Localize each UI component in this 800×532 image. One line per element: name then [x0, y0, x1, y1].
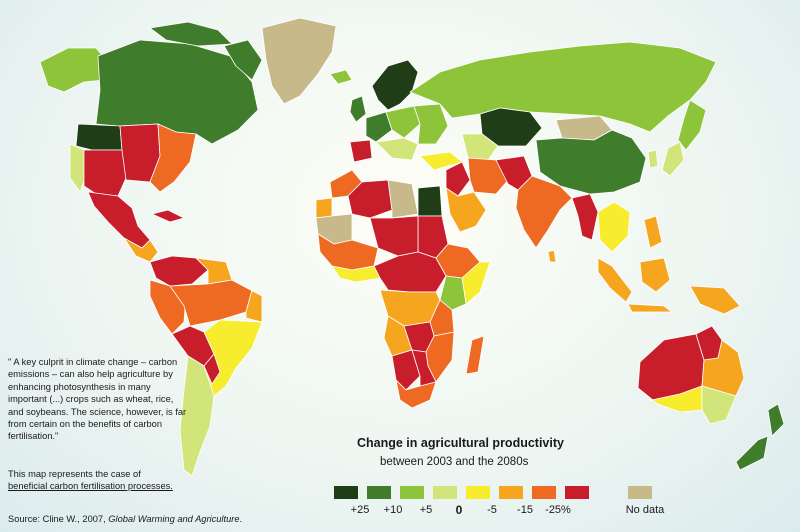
- region-chile-argentina: [179, 355, 215, 477]
- source-title: Global Warming and Agriculture: [108, 514, 240, 524]
- region-central-asia: [461, 133, 499, 161]
- legend-swatch-7: [532, 486, 556, 499]
- region-indochina: [597, 201, 631, 253]
- region-namibia: [391, 349, 421, 391]
- legend-swatch-6: [499, 486, 523, 499]
- legend-swatch-nodata: [628, 486, 652, 499]
- region-sumatra: [597, 257, 633, 303]
- region-myanmar: [571, 193, 599, 241]
- region-west-sahara: [315, 197, 333, 219]
- region-middle-east: [445, 161, 471, 197]
- region-greenland: [261, 17, 337, 105]
- case-note-line2: beneficial carbon fertilisation processe…: [8, 481, 173, 492]
- region-japan: [661, 141, 685, 177]
- region-scandinavia: [371, 59, 419, 111]
- legend-label-plus10: +10: [383, 504, 403, 516]
- region-australia-southeast: [701, 385, 737, 425]
- case-note-line1: This map represents the case of: [8, 469, 141, 479]
- region-mexico: [87, 191, 151, 249]
- region-iceland: [329, 69, 353, 85]
- region-us-northwest: [75, 123, 123, 151]
- region-new-zealand-south: [735, 435, 769, 471]
- region-alaska: [39, 47, 109, 93]
- region-central-europe: [385, 105, 421, 139]
- legend-swatch-5: [466, 486, 490, 499]
- legend-label-nodata: No data: [625, 504, 665, 516]
- region-libya: [387, 179, 419, 219]
- region-madagascar: [465, 335, 485, 375]
- legend-label-plus5: +5: [419, 504, 433, 516]
- region-iberia: [349, 139, 373, 163]
- region-uk: [349, 95, 367, 123]
- legend-title: Change in agricultural productivity: [357, 436, 564, 450]
- climate-note: " A key culprit in climate change – carb…: [8, 357, 187, 442]
- source-prefix: Source: Cline W., 2007,: [8, 514, 109, 524]
- region-us-west-coast: [69, 143, 87, 193]
- region-sri-lanka: [547, 249, 557, 263]
- case-note: This map represents the case of benefici…: [8, 468, 188, 493]
- region-caribbean: [151, 209, 185, 223]
- region-us-southwest: [83, 149, 127, 197]
- region-southern-europe: [375, 137, 419, 161]
- region-new-guinea: [689, 285, 741, 315]
- legend-label-plus25: +25: [350, 504, 370, 516]
- legend-label-minus15: -15: [517, 504, 533, 516]
- region-russia: [409, 41, 717, 133]
- region-borneo: [639, 257, 671, 293]
- region-central-africa: [373, 251, 447, 293]
- legend-swatch-2: [367, 486, 391, 499]
- region-south-africa: [395, 379, 437, 409]
- region-western-europe: [365, 111, 393, 143]
- region-canada: [95, 39, 259, 145]
- region-java: [627, 303, 673, 313]
- legend-swatch-8: [565, 486, 589, 499]
- region-egypt: [417, 185, 443, 217]
- region-us-east: [149, 123, 197, 193]
- legend-label-zero: 0: [455, 503, 463, 517]
- region-new-zealand: [767, 403, 785, 437]
- legend-label-minus25: -25%: [545, 504, 571, 516]
- region-paraguay: [203, 353, 221, 385]
- region-brazil-east: [231, 279, 263, 323]
- legend-swatch-4: [433, 486, 457, 499]
- legend-subtitle: between 2003 and the 2080s: [380, 456, 529, 468]
- legend-swatch-3: [400, 486, 424, 499]
- source-suffix: .: [239, 514, 243, 524]
- region-india: [515, 175, 573, 249]
- region-russia-far-east: [677, 99, 707, 151]
- region-arabia: [445, 187, 487, 233]
- source-citation: Source: Cline W., 2007, Global Warming a…: [8, 514, 242, 524]
- region-china: [535, 129, 647, 195]
- region-baffin: [223, 39, 263, 81]
- region-colombia-venezuela: [149, 255, 209, 287]
- region-kenya: [439, 275, 467, 311]
- region-korea: [647, 149, 659, 169]
- legend-swatch-1: [334, 486, 358, 499]
- region-central-america: [123, 237, 159, 263]
- legend-label-minus5: -5: [487, 504, 497, 516]
- region-philippines: [643, 215, 663, 249]
